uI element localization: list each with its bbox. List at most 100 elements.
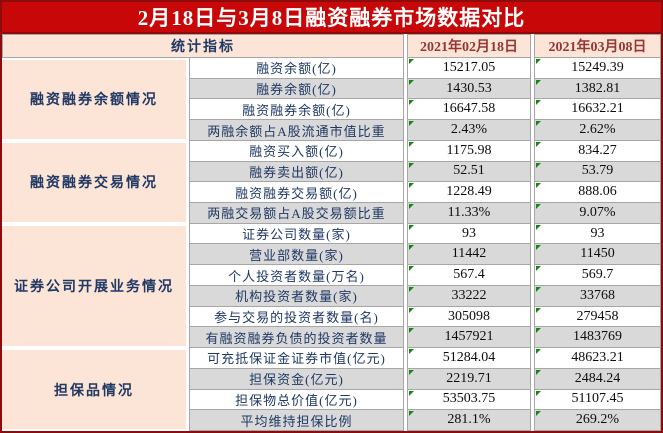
cell-value: 16647.58	[442, 101, 496, 117]
value-cell: 33222	[407, 285, 531, 307]
cell-value: 48623.21	[571, 349, 624, 365]
cell-value: 281.1%	[447, 412, 491, 428]
text-format-flag-icon	[409, 411, 414, 417]
cell-value: 888.06	[578, 184, 617, 200]
cell-value: 15217.05	[442, 59, 496, 75]
cell-value: 269.2%	[575, 412, 620, 428]
cell-value: 11442	[451, 246, 487, 262]
value-cell: 2.62%	[534, 120, 661, 141]
text-format-flag-icon	[409, 369, 414, 375]
row-label: 两融交易额占A股交易额比重	[189, 203, 404, 224]
value-cell: 888.06	[534, 182, 661, 204]
value-cell: 1228.49	[407, 182, 531, 204]
value-cell: 1430.53	[407, 78, 531, 100]
text-format-flag-icon	[536, 100, 541, 106]
text-format-flag-icon	[536, 390, 541, 396]
cell-value: 15249.39	[571, 59, 624, 75]
text-format-flag-icon	[409, 390, 414, 396]
text-format-flag-icon	[536, 411, 541, 417]
cell-value: 11450	[580, 246, 615, 262]
value-cell: 11442	[407, 244, 531, 266]
value-cell: 2.43%	[407, 120, 531, 141]
text-format-flag-icon	[409, 59, 414, 64]
cell-value: 51284.04	[442, 349, 496, 365]
cell-value: 569.7	[581, 267, 614, 283]
text-format-flag-icon	[409, 286, 414, 292]
value-cell: 16647.58	[407, 99, 531, 121]
section-label: 担保品情况	[2, 350, 186, 429]
value-cell: 93	[534, 223, 661, 245]
value-cell: 567.4	[407, 265, 531, 286]
section-label: 融资融券余额情况	[2, 60, 186, 139]
text-format-flag-icon	[409, 266, 414, 272]
value-cell: 269.2%	[534, 410, 661, 431]
cell-value: 2484.24	[574, 370, 621, 386]
cell-value: 305098	[448, 308, 490, 324]
row-label: 可充抵保证金证券市值(亿元)	[189, 348, 404, 369]
row-label: 机构投资者数量(家)	[189, 285, 404, 307]
value-cell: 1382.81	[534, 78, 661, 100]
text-format-flag-icon	[536, 183, 541, 189]
header-indicator: 统计指标	[2, 34, 404, 58]
text-format-flag-icon	[409, 349, 414, 355]
value-cell: 834.27	[534, 140, 661, 162]
cell-value: 93	[462, 225, 476, 241]
cell-value: 2.43%	[450, 122, 488, 138]
value-cell: 2484.24	[534, 368, 661, 390]
value-cell: 569.7	[534, 265, 661, 286]
data-table: 统计指标 2021年02月18日 2021年03月08日 融资融券余额情况 融资余…	[2, 34, 661, 431]
value-cell: 1175.98	[407, 140, 531, 162]
value-cell: 281.1%	[407, 410, 531, 431]
text-format-flag-icon	[536, 266, 541, 272]
text-format-flag-icon	[536, 141, 541, 147]
cell-value: 567.4	[453, 267, 485, 283]
text-format-flag-icon	[536, 349, 541, 355]
value-cell: 11.33%	[407, 203, 531, 224]
row-label: 两融余额占A股流通市值比重	[189, 120, 404, 141]
value-cell: 16632.21	[534, 99, 661, 121]
value-cell: 2219.71	[407, 368, 531, 390]
value-cell: 51284.04	[407, 348, 531, 369]
value-cell: 1483769	[534, 327, 661, 349]
table-title: 2月18日与3月8日融资融券市场数据对比	[2, 2, 661, 34]
row-label: 担保物总价值(亿元)	[189, 389, 404, 411]
cell-value: 33768	[580, 287, 615, 303]
cell-value: 1382.81	[574, 80, 621, 96]
row-label: 融券余额(亿)	[189, 78, 404, 100]
row-label: 融券卖出额(亿)	[189, 161, 404, 183]
text-format-flag-icon	[409, 307, 414, 313]
section-label: 证券公司开展业务情况	[2, 225, 186, 347]
cell-value: 279458	[576, 308, 619, 324]
row-label: 有融资融券负债的投资者数量	[189, 327, 404, 349]
cell-value: 11.33%	[447, 204, 491, 220]
cell-value: 1175.98	[446, 142, 492, 158]
cell-value: 1457921	[444, 329, 494, 345]
value-cell: 48623.21	[534, 348, 661, 369]
value-cell: 53503.75	[407, 389, 531, 411]
header-date-mar08: 2021年03月08日	[534, 34, 661, 58]
value-cell: 9.07%	[534, 203, 661, 224]
text-format-flag-icon	[409, 328, 414, 334]
cell-value: 93	[590, 225, 605, 241]
row-label: 参与交易的投资者数量(名)	[189, 306, 404, 328]
cell-value: 1483769	[573, 329, 622, 345]
text-format-flag-icon	[536, 59, 541, 64]
cell-value: 52.51	[453, 163, 485, 179]
row-label: 融资买入额(亿)	[189, 140, 404, 162]
cell-value: 2219.71	[446, 370, 492, 386]
cell-value: 1430.53	[446, 80, 492, 96]
text-format-flag-icon	[409, 141, 414, 147]
text-format-flag-icon	[536, 121, 541, 127]
row-label: 个人投资者数量(万名)	[189, 265, 404, 286]
row-label: 融资余额(亿)	[189, 58, 404, 79]
value-cell: 93	[407, 223, 531, 245]
text-format-flag-icon	[536, 204, 541, 210]
cell-value: 51107.45	[571, 391, 624, 407]
text-format-flag-icon	[536, 286, 541, 292]
cell-value: 53.79	[581, 163, 614, 179]
text-format-flag-icon	[409, 100, 414, 106]
row-label: 证券公司数量(家)	[189, 223, 404, 245]
text-format-flag-icon	[409, 162, 414, 168]
value-cell: 15217.05	[407, 58, 531, 79]
